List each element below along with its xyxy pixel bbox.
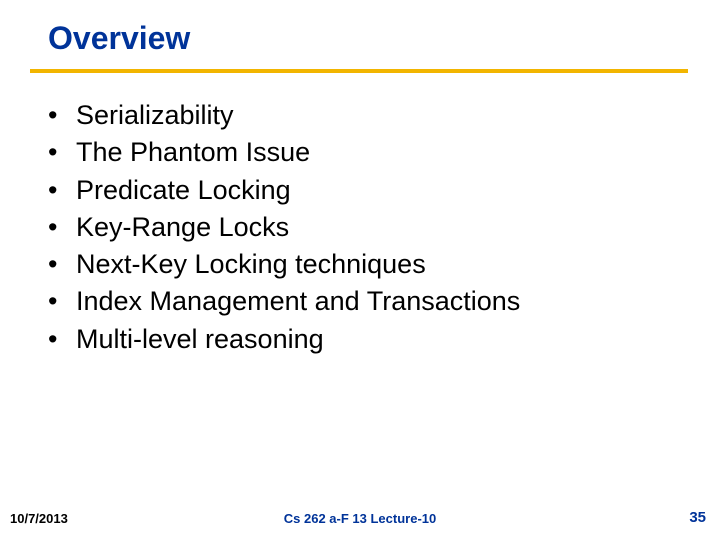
footer-page-number: 35 [689,509,706,526]
list-item: Key-Range Locks [48,209,720,246]
bullet-text: The Phantom Issue [76,137,310,167]
slide-title: Overview [0,20,720,67]
slide: Overview Serializability The Phantom Iss… [0,0,720,540]
list-item: Multi-level reasoning [48,321,720,358]
list-item: Index Management and Transactions [48,283,720,320]
bullet-text: Multi-level reasoning [76,324,324,354]
slide-footer: 10/7/2013 Cs 262 a-F 13 Lecture-10 35 [0,506,720,526]
list-item: Serializability [48,97,720,134]
bullet-text: Predicate Locking [76,175,291,205]
list-item: Next-Key Locking techniques [48,246,720,283]
list-item: The Phantom Issue [48,134,720,171]
list-item: Predicate Locking [48,172,720,209]
bullet-text: Key-Range Locks [76,212,289,242]
bullet-text: Serializability [76,100,234,130]
bullet-list: Serializability The Phantom Issue Predic… [0,73,720,358]
footer-lecture-label: Cs 262 a-F 13 Lecture-10 [0,511,720,526]
bullet-text: Next-Key Locking techniques [76,249,426,279]
bullet-text: Index Management and Transactions [76,286,520,316]
